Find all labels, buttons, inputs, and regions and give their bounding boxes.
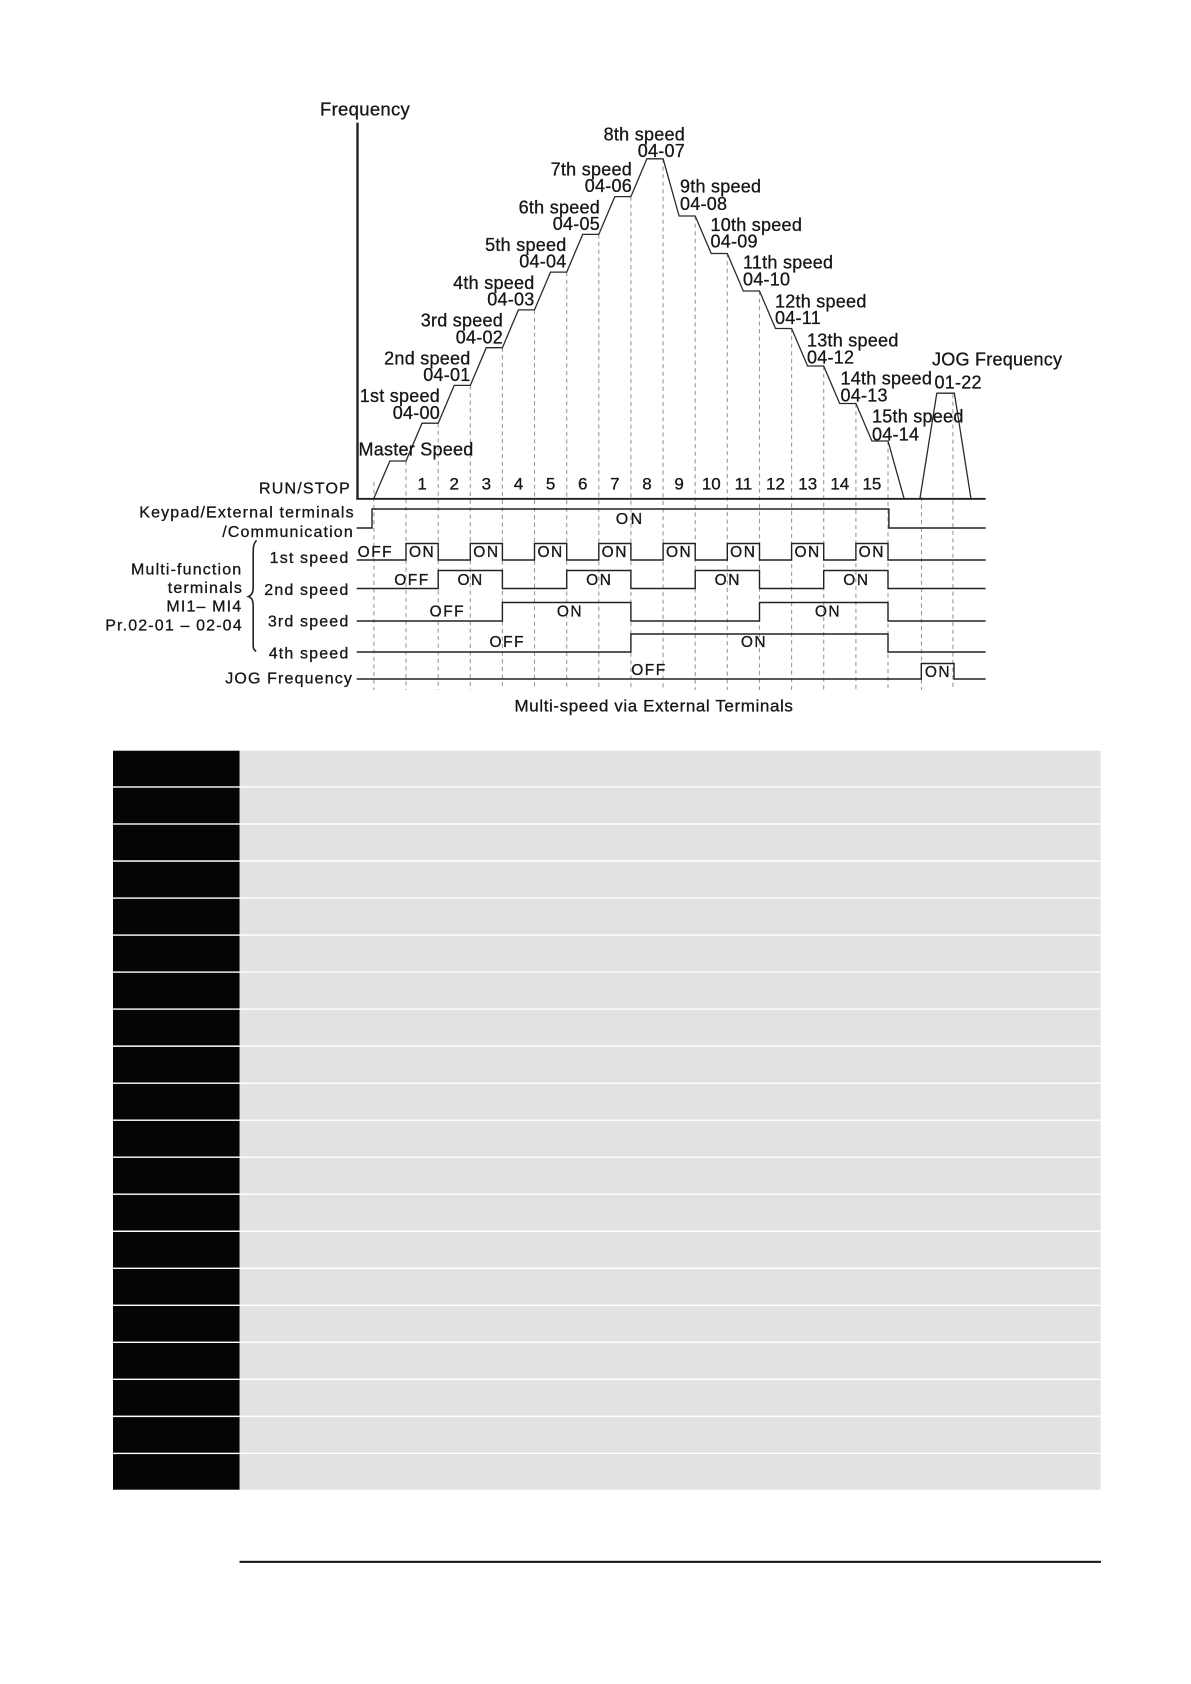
svg-text:ON: ON	[586, 572, 612, 589]
svg-text:OFF: OFF	[631, 662, 667, 679]
svg-text:2nd speed: 2nd speed	[264, 582, 349, 599]
svg-text:14: 14	[830, 475, 849, 494]
svg-text:11th speed: 11th speed	[743, 253, 833, 273]
svg-text:ON: ON	[815, 603, 841, 620]
svg-text:OFF: OFF	[430, 603, 466, 620]
svg-text:5: 5	[546, 475, 555, 494]
svg-text:04-02: 04-02	[456, 327, 503, 347]
svg-text:3: 3	[482, 475, 491, 494]
svg-text:04-06: 04-06	[585, 176, 632, 196]
svg-text:4th speed: 4th speed	[453, 273, 534, 293]
svg-text:MI1– MI4: MI1– MI4	[166, 599, 242, 616]
svg-text:7th speed: 7th speed	[551, 160, 632, 180]
svg-text:13th speed: 13th speed	[807, 330, 899, 350]
svg-text:JOG Frequency: JOG Frequency	[225, 671, 353, 688]
svg-text:04-05: 04-05	[553, 214, 600, 234]
svg-text:ON: ON	[666, 544, 692, 561]
svg-text:15th speed: 15th speed	[872, 407, 964, 427]
svg-text:OFF: OFF	[358, 544, 394, 561]
svg-text:04-00: 04-00	[393, 403, 440, 423]
svg-text:12th speed: 12th speed	[775, 292, 867, 312]
svg-text:Pr.02-01 – 02-04: Pr.02-01 – 02-04	[105, 618, 243, 635]
svg-text:ON: ON	[715, 572, 741, 589]
svg-text:ON: ON	[843, 572, 869, 589]
svg-text:11: 11	[735, 475, 753, 494]
svg-text:04-10: 04-10	[743, 270, 790, 290]
svg-text:8: 8	[642, 475, 651, 494]
svg-text:01-22: 01-22	[935, 373, 982, 393]
svg-text:Master Speed: Master Speed	[359, 439, 474, 459]
svg-text:15: 15	[862, 475, 881, 494]
svg-text:4: 4	[514, 475, 523, 494]
svg-text:OFF: OFF	[394, 572, 430, 589]
svg-text:ON: ON	[602, 544, 628, 561]
svg-text:Multi-speed via External Termi: Multi-speed via External Terminals	[515, 697, 794, 716]
svg-text:04-04: 04-04	[519, 252, 566, 272]
svg-text:ON: ON	[457, 572, 483, 589]
svg-text:04-03: 04-03	[487, 290, 534, 310]
svg-text:8th speed: 8th speed	[604, 124, 685, 144]
svg-text:04-08: 04-08	[680, 194, 727, 214]
svg-text:2: 2	[449, 475, 458, 494]
svg-text:1: 1	[417, 475, 426, 494]
svg-text:04-01: 04-01	[423, 365, 470, 385]
svg-text:13: 13	[798, 475, 817, 494]
svg-text:ON: ON	[557, 603, 583, 620]
svg-text:ON: ON	[616, 511, 645, 528]
svg-text:3rd speed: 3rd speed	[268, 613, 350, 630]
svg-text:04-07: 04-07	[638, 141, 685, 161]
svg-text:ON: ON	[537, 544, 563, 561]
svg-text:6th speed: 6th speed	[519, 197, 600, 217]
svg-text:9th speed: 9th speed	[680, 177, 761, 197]
svg-text:Multi-function: Multi-function	[131, 562, 242, 579]
svg-text:ON: ON	[409, 544, 435, 561]
svg-text:ON: ON	[859, 544, 885, 561]
svg-text:04-14: 04-14	[872, 425, 919, 445]
svg-text:RUN/STOP: RUN/STOP	[259, 481, 351, 498]
svg-text:04-13: 04-13	[841, 386, 888, 406]
svg-text:5th speed: 5th speed	[485, 235, 566, 255]
svg-text:/Communication: /Communication	[222, 524, 354, 541]
svg-text:04-12: 04-12	[807, 348, 854, 368]
svg-text:3rd speed: 3rd speed	[421, 311, 503, 331]
svg-text:10th speed: 10th speed	[711, 215, 803, 235]
svg-text:9: 9	[674, 475, 683, 494]
svg-text:12: 12	[766, 475, 785, 494]
svg-text:6: 6	[578, 475, 587, 494]
svg-text:Frequency: Frequency	[320, 99, 411, 120]
svg-text:terminals: terminals	[168, 580, 243, 597]
svg-text:ON: ON	[794, 544, 820, 561]
svg-text:04-09: 04-09	[711, 232, 758, 252]
svg-text:ON: ON	[473, 544, 499, 561]
svg-text:04-11: 04-11	[775, 308, 821, 328]
svg-text:10: 10	[702, 475, 721, 494]
svg-text:ON: ON	[730, 544, 756, 561]
svg-text:14th speed: 14th speed	[841, 369, 933, 389]
svg-text:7: 7	[610, 475, 619, 494]
svg-text:4th speed: 4th speed	[269, 645, 350, 662]
svg-text:2nd speed: 2nd speed	[384, 348, 470, 368]
svg-text:1st speed: 1st speed	[360, 386, 440, 406]
svg-text:ON: ON	[741, 634, 767, 651]
svg-text:Keypad/External terminals: Keypad/External terminals	[139, 505, 355, 522]
svg-text:OFF: OFF	[490, 634, 526, 651]
svg-text:1st speed: 1st speed	[270, 550, 350, 567]
svg-text:JOG Frequency: JOG Frequency	[932, 350, 1062, 370]
svg-text:ON: ON	[925, 664, 951, 681]
